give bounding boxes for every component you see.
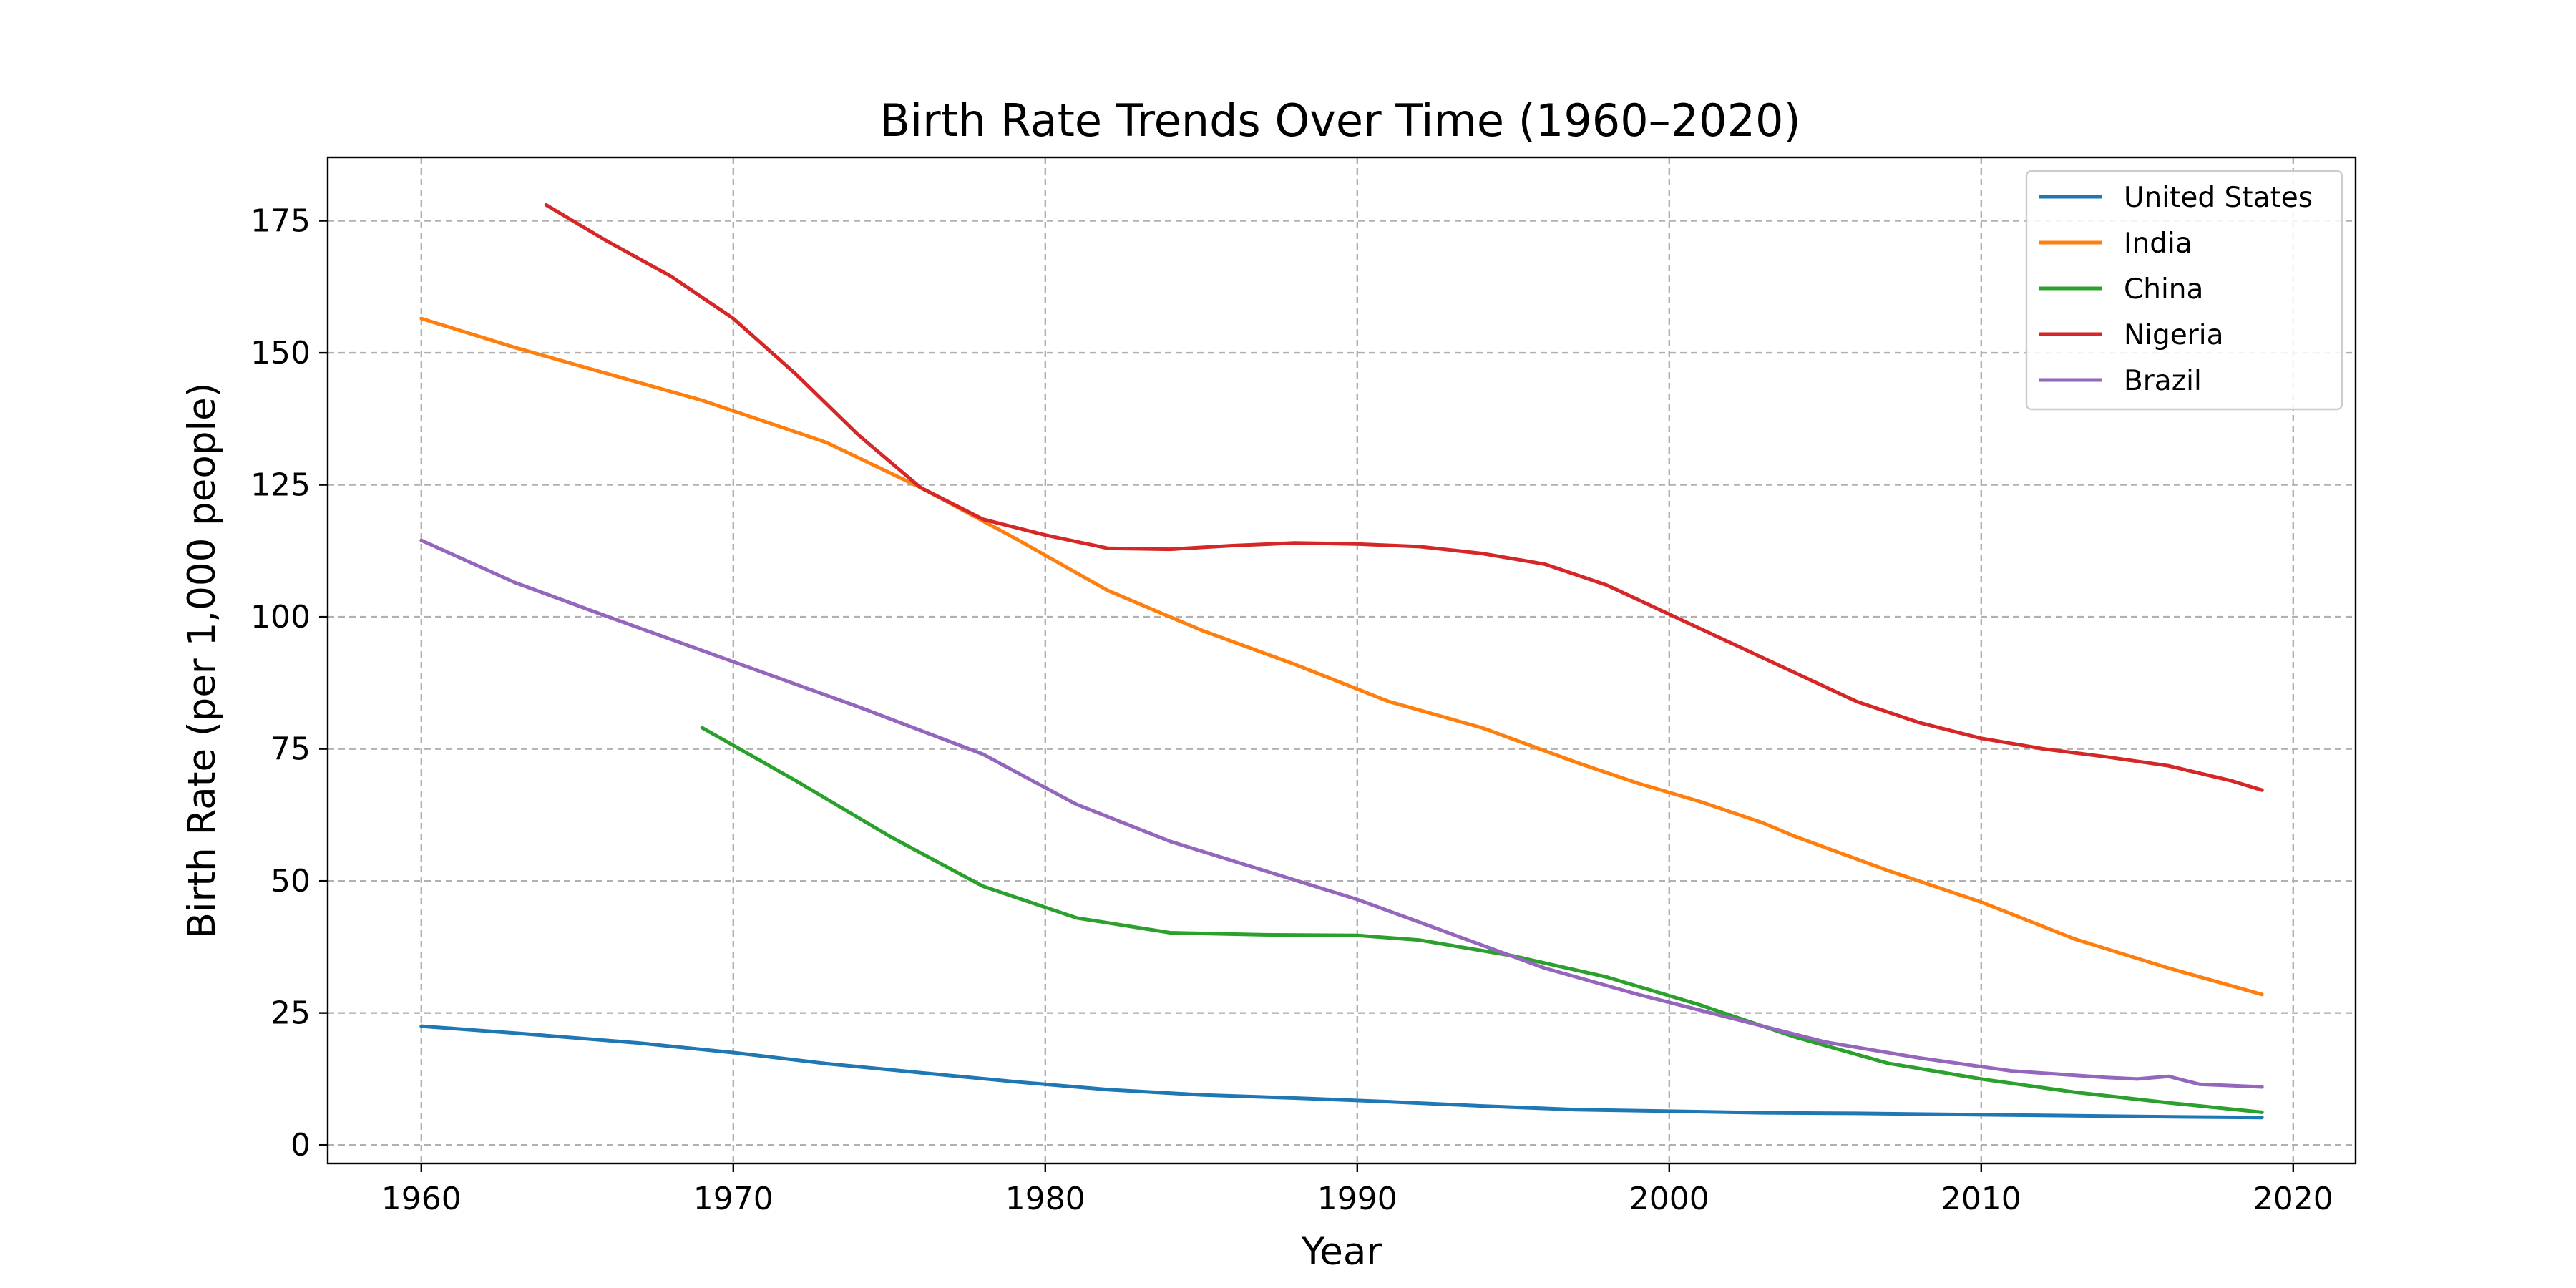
x-tick-label: 1980 [1005, 1181, 1085, 1217]
x-tick-label: 2020 [2253, 1181, 2333, 1217]
y-tick-label: 125 [250, 467, 311, 504]
legend-label-india: India [2124, 228, 2192, 260]
series-line-china [700, 726, 2264, 1114]
y-axis-label: Birth Rate (per 1,000 people) [180, 383, 224, 939]
y-tick-label: 25 [270, 995, 311, 1032]
y-tick-label: 75 [270, 731, 311, 768]
y-tick-label: 150 [250, 335, 311, 371]
chart-title: Birth Rate Trends Over Time (1960–2020) [879, 94, 1800, 147]
series-line-nigeria [544, 203, 2264, 792]
series-lines [419, 203, 2264, 1120]
x-tick-label: 1960 [381, 1181, 462, 1217]
y-tick-label: 50 [270, 863, 311, 899]
x-tick-label: 1990 [1317, 1181, 1397, 1217]
grid-lines [328, 157, 2356, 1163]
series-line-united-states [419, 1024, 2264, 1120]
legend-label-united-states: United States [2124, 182, 2313, 214]
y-tick-label: 100 [250, 599, 311, 635]
series-line-brazil [419, 538, 2264, 1089]
x-tick-label: 2010 [1941, 1181, 2021, 1217]
legend-label-brazil: Brazil [2124, 365, 2202, 397]
y-tick-label: 0 [291, 1127, 311, 1163]
legend: United States India China Nigeria Brazil [2025, 170, 2343, 411]
legend-label-china: China [2124, 273, 2203, 306]
x-tick-label: 1970 [693, 1181, 774, 1217]
series-line-india [419, 316, 2264, 997]
x-axis-label: Year [1301, 1230, 1382, 1274]
x-tick-label: 2000 [1629, 1181, 1709, 1217]
legend-box [2025, 170, 2343, 411]
x-axis: 1960 1970 1980 1990 2000 2010 2020 [381, 1163, 2333, 1217]
plot-area-frame [326, 156, 2357, 1165]
y-axis: 0 25 50 75 100 125 150 175 [250, 203, 328, 1163]
y-tick-label: 175 [250, 203, 311, 240]
legend-label-nigeria: Nigeria [2124, 319, 2224, 351]
